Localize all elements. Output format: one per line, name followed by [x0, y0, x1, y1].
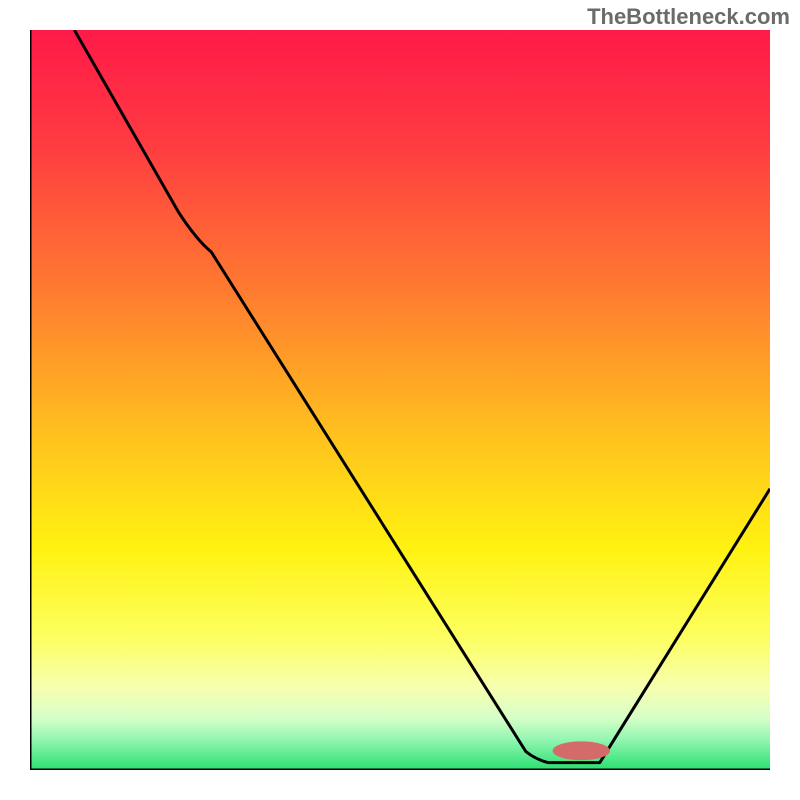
chart-container: TheBottleneck.com: [0, 0, 800, 800]
optimum-marker: [553, 742, 609, 760]
plot-area: [30, 30, 770, 770]
gradient-background: [30, 30, 770, 770]
plot-svg: [30, 30, 770, 770]
watermark-text: TheBottleneck.com: [587, 4, 790, 30]
